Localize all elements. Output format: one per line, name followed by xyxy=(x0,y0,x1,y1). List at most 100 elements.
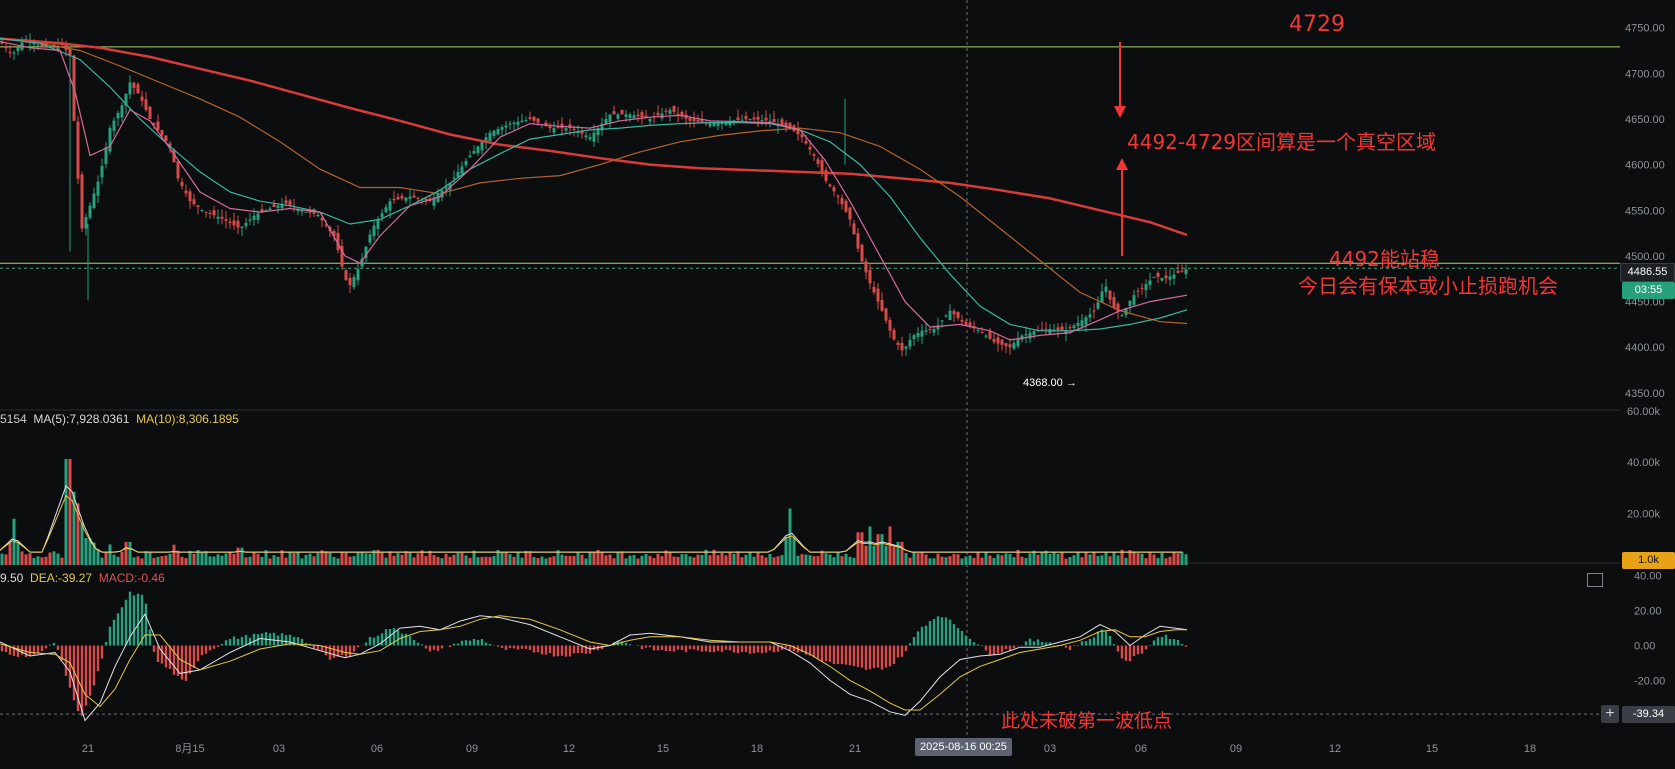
price-candle-body xyxy=(380,213,384,218)
volume-bar xyxy=(284,557,288,565)
price-candle-body xyxy=(808,146,812,150)
volume-bar xyxy=(1140,553,1144,565)
volume-bar xyxy=(996,554,1000,565)
volume-bar xyxy=(192,553,196,565)
price-candle-body xyxy=(168,143,172,147)
macd-hist-bar xyxy=(872,645,876,669)
volume-ma5-label: MA(5):7,928.0361 xyxy=(33,412,130,426)
macd-hist-bar xyxy=(180,645,184,680)
price-candle-body xyxy=(496,129,500,135)
macd-hist-bar xyxy=(548,645,552,654)
macd-hist-bar xyxy=(876,645,880,668)
macd-hist-bar xyxy=(224,640,228,646)
macd-hist-bar xyxy=(136,593,140,646)
price-candle-body xyxy=(600,123,604,131)
price-candle-body xyxy=(196,205,200,207)
macd-hist-bar xyxy=(1084,641,1088,646)
volume-bar xyxy=(112,554,116,565)
volume-bar xyxy=(932,558,936,565)
volume-bar xyxy=(88,538,92,565)
macd-hist-bar xyxy=(980,645,984,647)
arrow-down-head xyxy=(1114,106,1126,118)
volume-bar xyxy=(1088,554,1092,565)
volume-bar xyxy=(584,558,588,565)
macd-hist-bar xyxy=(120,607,124,646)
price-candle-body xyxy=(96,181,100,196)
volume-bar xyxy=(876,534,880,565)
macd-hist-bar xyxy=(60,645,64,661)
volume-bar xyxy=(1008,554,1012,565)
price-candle-body xyxy=(448,182,452,190)
macd-hist-bar xyxy=(464,640,468,646)
volume-bar xyxy=(720,553,724,565)
price-candle-body xyxy=(1100,291,1104,303)
volume-bar xyxy=(1060,552,1064,565)
x-tick-label: 09 xyxy=(466,743,478,755)
volume-bar xyxy=(536,558,540,565)
macd-hist-bar xyxy=(680,645,684,651)
macd-hist-bar xyxy=(1120,645,1124,659)
macd-hist-bar xyxy=(652,645,656,651)
volume-bar xyxy=(392,555,396,565)
countdown-tag: 03:55 xyxy=(1622,282,1675,299)
volume-bar xyxy=(124,541,128,565)
volume-bar xyxy=(576,552,580,565)
price-candle-body xyxy=(36,44,40,46)
macd-hist-bar xyxy=(844,645,848,665)
volume-bar xyxy=(384,557,388,565)
price-candle-body xyxy=(352,277,356,288)
macd-hist-bar xyxy=(84,645,88,706)
volume-bar xyxy=(280,550,284,565)
price-ytick-label: 4600.00 xyxy=(1625,160,1665,172)
volume-bar xyxy=(320,550,324,565)
macd-ytick-label: -20.00 xyxy=(1634,675,1665,687)
price-candle-body xyxy=(108,128,112,152)
price-candle-body xyxy=(960,319,964,322)
macd-hist-bar xyxy=(484,642,488,646)
price-candle-body xyxy=(1000,339,1004,345)
macd-hist-bar xyxy=(192,645,196,668)
volume-bar xyxy=(1080,557,1084,565)
macd-hist-bar xyxy=(948,619,952,646)
price-candle-body xyxy=(184,190,188,194)
macd-hist-bar xyxy=(440,645,444,649)
add-level-button[interactable]: + xyxy=(1601,705,1619,723)
volume-bar xyxy=(104,551,108,565)
price-candle-body xyxy=(716,122,720,127)
volume-bar xyxy=(1120,549,1124,565)
macd-hist-bar xyxy=(676,645,680,650)
price-candle-body xyxy=(192,199,196,205)
volume-bar xyxy=(1084,551,1088,565)
macd-hist-bar xyxy=(912,636,916,646)
price-ytick-label: 4550.00 xyxy=(1625,205,1665,217)
volume-bar xyxy=(152,557,156,565)
macd-hist-bar xyxy=(580,645,584,653)
volume-bar xyxy=(1116,555,1120,565)
volume-bar xyxy=(396,553,400,565)
fullscreen-icon[interactable] xyxy=(1587,573,1603,587)
price-candle-body xyxy=(68,48,72,56)
price-candle-body xyxy=(1124,307,1128,316)
volume-bar xyxy=(904,553,908,565)
volume-bar xyxy=(1184,554,1188,565)
volume-bar xyxy=(1100,555,1104,565)
macd-hist-bar xyxy=(904,645,908,651)
macd-hist-bar xyxy=(952,624,956,646)
price-candle-body xyxy=(112,120,116,131)
macd-hist-bar xyxy=(964,635,968,646)
price-candle-body xyxy=(1068,327,1072,329)
macd-value-label: MACD:-0.46 xyxy=(98,571,165,585)
price-candle-body xyxy=(1012,342,1016,349)
macd-hist-bar xyxy=(500,645,504,648)
macd-hist-bar xyxy=(560,645,564,656)
macd-hist-bar xyxy=(936,616,940,646)
volume-bar xyxy=(780,555,784,565)
crosshair-date-tag: 2025-08-16 00:25 xyxy=(915,738,1012,756)
price-candle-body xyxy=(124,93,128,106)
macd-hist-bar xyxy=(28,645,32,656)
macd-hist-bar xyxy=(840,645,844,665)
volume-bar xyxy=(340,551,344,565)
macd-hist-bar xyxy=(940,617,944,646)
